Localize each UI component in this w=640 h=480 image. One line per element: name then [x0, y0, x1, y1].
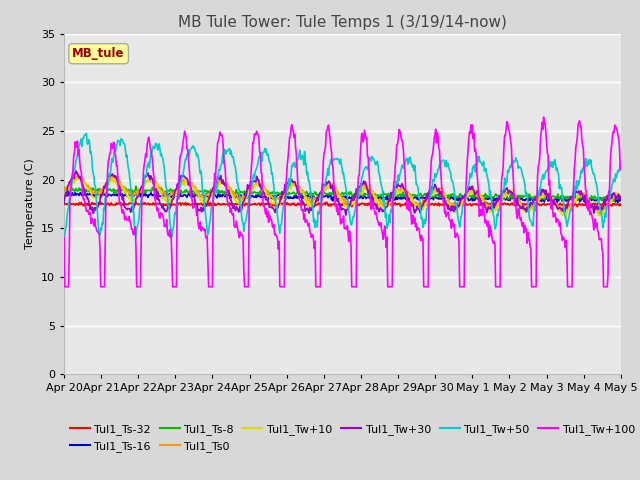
Text: MB_tule: MB_tule — [72, 47, 125, 60]
Legend: Tul1_Ts-32, Tul1_Ts-16, Tul1_Ts-8, Tul1_Ts0, Tul1_Tw+10, Tul1_Tw+30, Tul1_Tw+50,: Tul1_Ts-32, Tul1_Ts-16, Tul1_Ts-8, Tul1_… — [70, 424, 635, 452]
Y-axis label: Temperature (C): Temperature (C) — [26, 158, 35, 250]
Title: MB Tule Tower: Tule Temps 1 (3/19/14-now): MB Tule Tower: Tule Temps 1 (3/19/14-now… — [178, 15, 507, 30]
